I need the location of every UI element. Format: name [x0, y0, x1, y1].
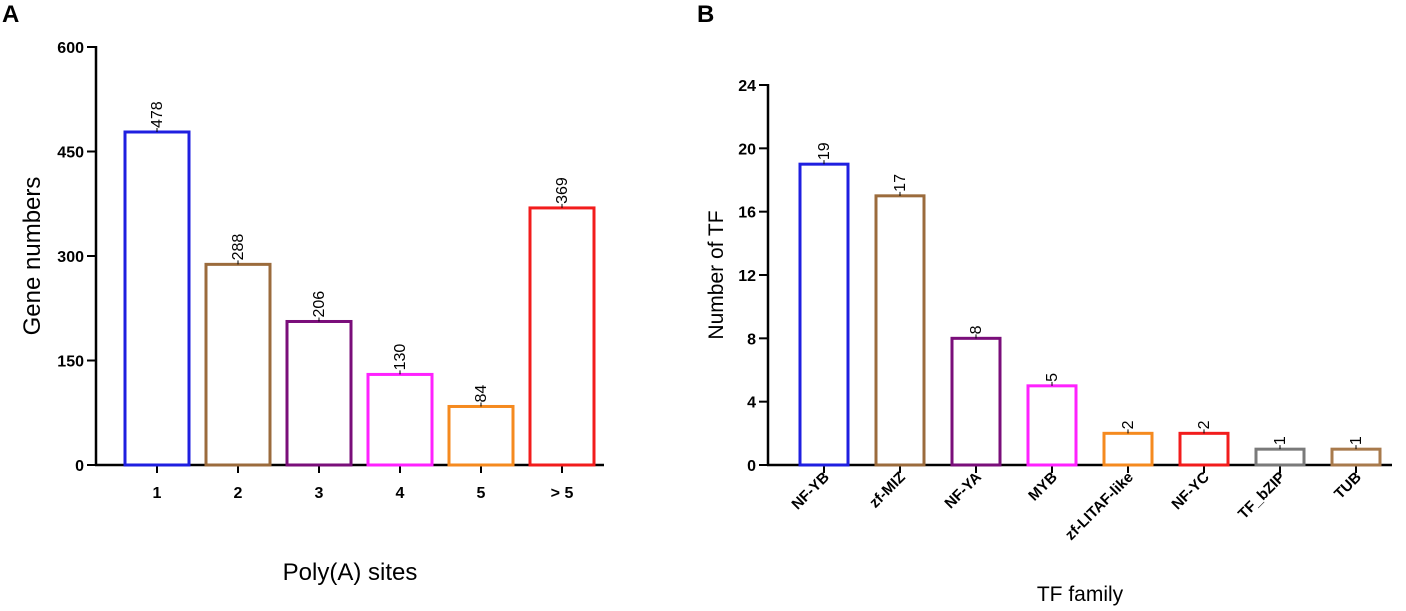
- x-tick-label: > 5: [551, 485, 574, 502]
- y-tick-label: 150: [57, 354, 84, 371]
- x-tick-label: 3: [315, 485, 324, 502]
- bar: [366, 372, 434, 467]
- y-tick-label: 600: [57, 40, 84, 57]
- x-tick-label: 4: [396, 485, 405, 502]
- panel-a-axes: 0 150 300 450 600 1 2 3 4 5 > 5: [57, 40, 604, 502]
- bar: [1102, 431, 1154, 467]
- bar: [1330, 447, 1382, 467]
- data-label: 8: [968, 325, 985, 334]
- bar: [950, 336, 1002, 467]
- data-label: 84: [473, 385, 490, 403]
- x-tick-label: TUB: [1331, 469, 1365, 503]
- y-tick-label: 0: [75, 458, 84, 475]
- bar: [798, 162, 850, 467]
- x-tick-label: MYB: [1025, 469, 1061, 505]
- bar: [1026, 384, 1078, 467]
- y-tick-label: 16: [738, 205, 756, 222]
- panel-a-y-axis-title: Gene numbers: [19, 177, 46, 336]
- data-label: 1: [1272, 436, 1289, 445]
- data-label: 19: [816, 142, 833, 160]
- bar: [528, 206, 596, 467]
- panel-a-x-axis-title: Poly(A) sites: [283, 559, 418, 586]
- x-tick-label: NF-YA: [941, 469, 985, 513]
- panel-b-letter: B: [697, 1, 714, 28]
- x-tick-label: 5: [477, 485, 486, 502]
- panel-a-letter: A: [2, 1, 19, 28]
- panel-b-y-axis-title: Number of TF: [705, 210, 728, 339]
- data-label: 288: [230, 234, 247, 261]
- bar: [447, 404, 515, 467]
- y-tick-label: 20: [738, 141, 756, 158]
- y-tick-label: 450: [57, 145, 84, 162]
- y-tick-label: 8: [747, 331, 756, 348]
- x-tick-label: NF-YB: [788, 469, 833, 514]
- panel-a-bar-chart: A Gene numbers Poly(A) sites 0 150 300 450 6…: [2, 1, 604, 586]
- bar: [123, 130, 191, 467]
- bar: [1178, 431, 1230, 467]
- x-tick-label: 1: [153, 485, 162, 502]
- data-label: 130: [392, 344, 409, 371]
- data-label: 369: [554, 177, 571, 204]
- panel-b-x-axis-title: TF family: [1037, 583, 1124, 606]
- data-label: 1: [1348, 436, 1365, 445]
- bar: [285, 319, 353, 467]
- data-label: 5: [1044, 373, 1061, 382]
- x-tick-label: NF-YC: [1168, 469, 1213, 514]
- data-label: 2: [1196, 420, 1213, 429]
- data-label: 17: [892, 174, 909, 192]
- y-tick-label: 4: [747, 395, 756, 412]
- panel-b-bars: 19 17 8 5 2 2 1 1: [798, 142, 1382, 467]
- x-tick-label: TF_bZIP: [1235, 469, 1289, 523]
- bar: [874, 194, 926, 467]
- bar: [204, 262, 272, 467]
- y-tick-label: 24: [738, 78, 756, 95]
- y-tick-label: 0: [747, 458, 756, 475]
- x-tick-label: zf-MIZ: [866, 469, 909, 512]
- data-label: 478: [149, 101, 166, 128]
- y-tick-label: 12: [738, 268, 756, 285]
- data-label: 206: [311, 291, 328, 318]
- data-label: 2: [1120, 420, 1137, 429]
- panel-a-bars: 478 288 206 130 84 369: [123, 101, 596, 467]
- bar: [1254, 447, 1306, 467]
- x-tick-label: zf-LITAF-like: [1062, 469, 1137, 544]
- panel-b-bar-chart: B Number of TF TF family 04812162024NF-Y…: [697, 1, 1392, 606]
- y-tick-label: 300: [57, 249, 84, 266]
- x-tick-label: 2: [234, 485, 243, 502]
